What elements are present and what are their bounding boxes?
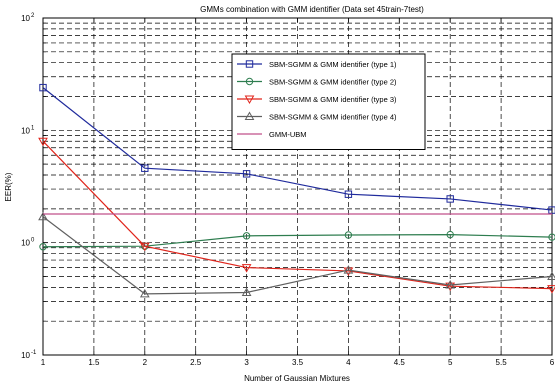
data-point bbox=[38, 137, 48, 147]
data-point bbox=[446, 230, 454, 239]
data-point bbox=[241, 264, 252, 273]
series-1 bbox=[39, 83, 555, 214]
data-point bbox=[241, 287, 252, 297]
legend-marker bbox=[244, 95, 255, 105]
data-point bbox=[548, 233, 555, 241]
legend: SBM-SGMM & GMM identifier (type 1) SBM-SG… bbox=[231, 53, 426, 150]
legend-label: SBM-SGMM & GMM identifier (type 4) bbox=[269, 113, 397, 122]
grid bbox=[43, 18, 552, 355]
y-tick-label: 10 bbox=[21, 351, 30, 360]
x-tick-label: 3.5 bbox=[292, 358, 304, 367]
data-point bbox=[548, 206, 555, 214]
data-point bbox=[39, 243, 47, 251]
y-tick-exponent: 0 bbox=[31, 238, 35, 244]
x-tick-label: 3 bbox=[244, 358, 249, 367]
legend-marker bbox=[244, 111, 255, 120]
series-2 bbox=[39, 230, 555, 251]
x-tick-label: 5.5 bbox=[496, 358, 508, 367]
data-point bbox=[141, 164, 149, 172]
data-point bbox=[547, 285, 555, 294]
legend-marker bbox=[245, 77, 254, 86]
legend-marker bbox=[245, 60, 254, 68]
x-tick-label: 6 bbox=[550, 358, 555, 367]
series-line bbox=[42, 140, 553, 290]
x-tick-label: 1 bbox=[41, 358, 46, 367]
x-tick-label: 2 bbox=[143, 358, 148, 367]
legend-label: SBM-SGMM & GMM identifier (type 3) bbox=[269, 95, 397, 104]
legend-label: GMM-UBM bbox=[269, 130, 307, 139]
data-point bbox=[445, 282, 456, 292]
y-tick-exponent: 2 bbox=[31, 13, 35, 19]
legend-label: SBM-SGMM & GMM identifier (type 1) bbox=[269, 60, 397, 69]
data-point bbox=[139, 288, 150, 298]
data-point bbox=[343, 265, 354, 274]
y-tick-label: 10 bbox=[21, 14, 30, 23]
y-axis-label: EER(%) bbox=[4, 172, 13, 201]
series-3 bbox=[38, 137, 555, 294]
data-point bbox=[446, 195, 454, 203]
x-tick-label: 2.5 bbox=[190, 358, 202, 367]
data-point bbox=[344, 231, 353, 239]
series-4 bbox=[38, 211, 555, 298]
series-layer bbox=[38, 83, 555, 298]
data-point bbox=[38, 211, 48, 221]
series-line bbox=[42, 87, 553, 211]
series-line bbox=[42, 216, 553, 295]
x-tick-label: 5 bbox=[448, 358, 453, 367]
data-point bbox=[344, 190, 353, 198]
data-point bbox=[343, 267, 354, 276]
data-point bbox=[242, 170, 251, 178]
x-tick-label: 4 bbox=[346, 358, 351, 367]
x-axis-label: Number of Gaussian Mixtures bbox=[244, 374, 350, 383]
data-point bbox=[547, 271, 555, 280]
data-point bbox=[445, 279, 456, 289]
legend-box bbox=[231, 53, 426, 150]
series-line bbox=[42, 233, 553, 248]
data-point bbox=[242, 232, 251, 240]
legend-label: SBM-SGMM & GMM identifier (type 2) bbox=[269, 78, 397, 87]
data-point bbox=[39, 83, 47, 92]
y-tick-exponent: 1 bbox=[31, 125, 35, 131]
data-point bbox=[139, 242, 150, 252]
y-tick-exponent: -1 bbox=[31, 350, 37, 356]
y-tick-label: 10 bbox=[21, 126, 30, 135]
y-tick-label: 10 bbox=[21, 239, 30, 248]
x-tick-label: 4.5 bbox=[394, 358, 406, 367]
x-tick-label: 1.5 bbox=[88, 358, 100, 367]
chart-title: GMMs combination with GMM identifier (Da… bbox=[200, 5, 424, 14]
x-axis: 1 1.5 2 2.5 3 3.5 4 4.5 5 5.5 6 bbox=[41, 18, 555, 367]
